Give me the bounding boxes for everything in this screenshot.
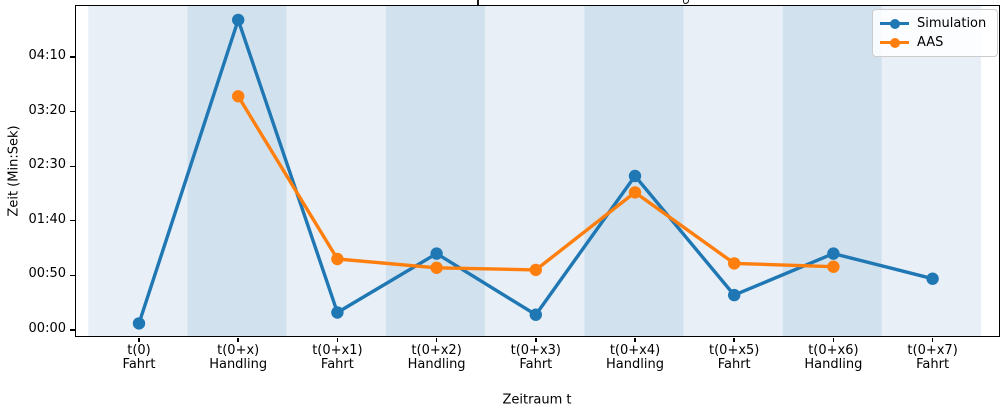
x-tick-time: t(0+x6) (808, 343, 859, 358)
x-tick-label: t(0+x4) Handling (575, 344, 695, 371)
simulation-marker (132, 317, 146, 330)
x-tick-mark (535, 337, 537, 342)
aas-line-swatch (880, 37, 909, 48)
y-tick-label: 04:10 (28, 48, 66, 63)
x-tick-mark (832, 337, 835, 342)
x-tick-phase: Fahrt (320, 356, 354, 372)
clipped-title-descender (477, 0, 479, 5)
legend-label: Simulation (917, 16, 987, 31)
simulation-marker (926, 272, 939, 285)
y-tick-mark (70, 165, 75, 167)
y-tick-mark (70, 220, 75, 222)
aas-marker (331, 252, 344, 266)
x-tick-label: t(0+x2) Handling (377, 344, 497, 371)
y-axis-title: Zeit (Min:Sek) (6, 125, 22, 217)
x-tick-mark (931, 337, 934, 342)
x-tick-mark (138, 337, 140, 342)
x-tick-phase: Fahrt (519, 356, 553, 372)
plot-area (75, 5, 1000, 337)
x-tick-phase: Fahrt (916, 356, 950, 372)
x-tick-label: t(0+x3) Fahrt (476, 344, 596, 371)
category-band (187, 6, 287, 336)
x-tick-phase: Handling (804, 356, 863, 372)
simulation-marker (331, 306, 344, 319)
y-tick-label: 00:00 (28, 321, 66, 336)
aas-marker (529, 263, 542, 277)
simulation-marker (529, 308, 542, 321)
x-tick-label: t(0+x6) Handling (773, 344, 893, 371)
x-tick-phase: Fahrt (122, 356, 156, 372)
x-tick-mark (237, 337, 239, 342)
category-band (286, 6, 386, 336)
x-tick-mark (634, 337, 636, 342)
simulation-line-swatch (880, 18, 909, 29)
legend-label: AAS (917, 35, 944, 50)
simulation-marker (728, 288, 741, 302)
y-tick-mark (70, 110, 75, 113)
x-tick-label: t(0+x) Handling (178, 344, 298, 371)
y-tick-mark (70, 56, 75, 58)
x-tick-label: t(0+x7) Fahrt (873, 344, 993, 371)
x-tick-time: t(0+x2) (411, 343, 462, 358)
y-tick-label: 01:40 (28, 211, 66, 227)
legend: Simulation AAS (872, 9, 998, 57)
x-tick-label: t(0) Fahrt (79, 344, 199, 371)
aas-marker (728, 257, 741, 270)
x-tick-mark (435, 337, 438, 342)
category-band (88, 6, 188, 336)
x-tick-time: t(0+x4) (609, 343, 661, 358)
clipped-title-descender (683, 0, 689, 4)
x-tick-time: t(0) (127, 343, 151, 358)
x-tick-time: t(0+x5) (709, 343, 760, 358)
x-tick-time: t(0+x1) (312, 343, 363, 358)
aas-marker (232, 90, 245, 103)
x-tick-phase: Handling (606, 356, 664, 372)
y-tick-mark (70, 329, 75, 331)
simulation-marker (628, 169, 642, 183)
category-band (385, 6, 486, 336)
y-tick-label: 00:50 (28, 266, 66, 282)
x-tick-time: t(0+x7) (907, 343, 958, 358)
x-tick-phase: Handling (209, 356, 268, 372)
simulation-marker (827, 247, 840, 260)
x-tick-phase: Fahrt (717, 356, 751, 372)
x-tick-phase: Handling (407, 356, 466, 372)
x-tick-label: t(0+x5) Fahrt (674, 344, 794, 371)
aas-marker (827, 260, 840, 273)
y-tick-label: 03:20 (28, 102, 66, 118)
x-tick-time: t(0+x) (217, 343, 260, 358)
aas-marker (628, 186, 642, 199)
category-band (782, 6, 882, 336)
x-tick-time: t(0+x3) (510, 343, 561, 358)
x-axis-title: Zeitraum t (502, 392, 572, 408)
simulation-marker (232, 13, 245, 27)
y-tick-label: 02:30 (28, 157, 66, 173)
line-chart (88, 6, 982, 336)
x-tick-mark (336, 337, 339, 342)
x-tick-label: t(0+x1) Fahrt (277, 344, 397, 371)
category-band (485, 6, 585, 336)
legend-item-aas: AAS (880, 35, 990, 50)
y-tick-mark (70, 274, 75, 277)
legend-item-simulation: Simulation (880, 16, 990, 31)
aas-marker (430, 261, 443, 274)
simulation-marker (430, 247, 443, 260)
category-band (683, 6, 783, 336)
x-tick-mark (733, 337, 735, 342)
